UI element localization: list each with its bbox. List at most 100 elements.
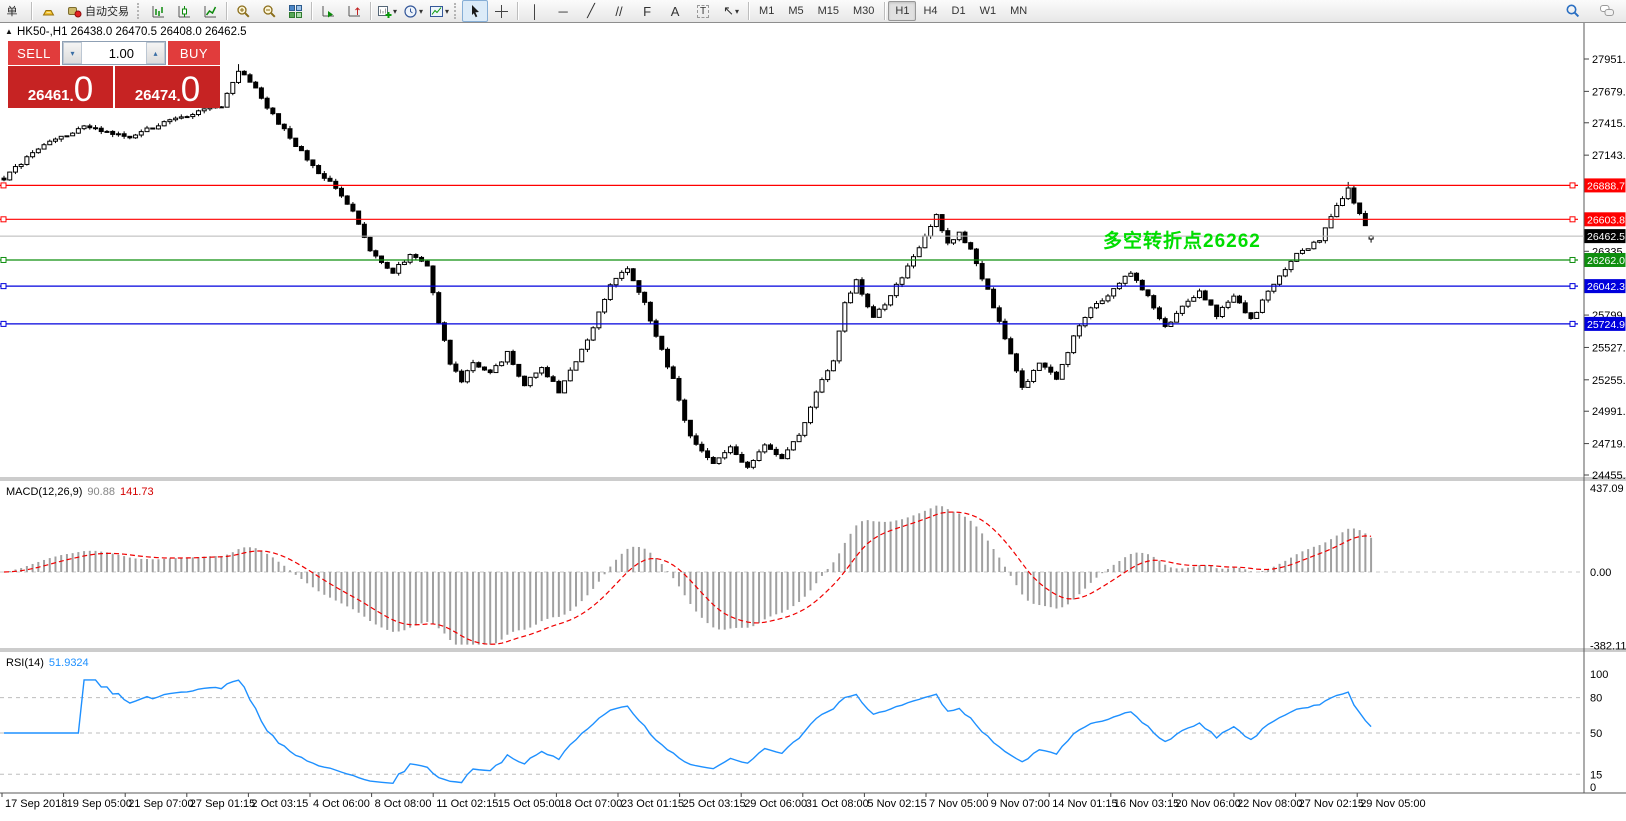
line-handle bbox=[0, 256, 7, 263]
sell-price[interactable]: 26461. 0 bbox=[8, 66, 115, 108]
price-axis-tick-label: 27951.0 bbox=[1592, 54, 1626, 66]
rsi-line bbox=[4, 679, 1372, 785]
autotrading-label: 自动交易 bbox=[85, 6, 129, 18]
macd-signal-value: 141.73 bbox=[119, 486, 154, 498]
auto-scroll-icon[interactable] bbox=[315, 0, 341, 22]
timeframe-m15[interactable]: M15 bbox=[817, 5, 840, 17]
timeframe-h1[interactable]: H1 bbox=[888, 1, 917, 21]
candlesticks bbox=[1, 64, 1374, 470]
price-axis: 27951.027679.027415.027143.026335.025799… bbox=[1584, 54, 1626, 794]
time-axis-label: 27 Sep 01:15 bbox=[190, 798, 255, 810]
time-axis-label: 17 Sep 2018 bbox=[5, 798, 67, 810]
zoom-in-icon[interactable] bbox=[230, 0, 256, 22]
trendline-icon[interactable]: ╱ bbox=[587, 3, 595, 18]
price-level-badges[interactable]: 26888.7 26603.8 26462.5 26262.0 26042.3 25724… bbox=[1584, 178, 1626, 331]
buy-price-big-digit: 0 bbox=[180, 70, 201, 109]
toolbar-separator bbox=[311, 2, 312, 20]
line-chart-icon[interactable] bbox=[197, 0, 223, 22]
volume-spinner: ▾ ▴ bbox=[62, 41, 166, 65]
time-axis-label: 18 Oct 07:00 bbox=[559, 798, 622, 810]
sell-button[interactable]: SELL bbox=[8, 41, 60, 65]
time-axis-label: 22 Nov 08:00 bbox=[1237, 798, 1302, 810]
line-handle bbox=[1569, 216, 1576, 223]
line-handle bbox=[1569, 182, 1576, 189]
buy-price[interactable]: 26474. 0 bbox=[115, 66, 220, 108]
line-handle bbox=[0, 216, 7, 223]
price-level-badge bbox=[1584, 316, 1626, 331]
line-handle bbox=[1569, 283, 1576, 290]
new-chart-icon[interactable]: ▾ bbox=[374, 0, 400, 22]
bar-chart-icon[interactable] bbox=[145, 0, 171, 22]
tile-windows-icon[interactable] bbox=[282, 0, 308, 22]
zoom-out-icon[interactable] bbox=[256, 0, 282, 22]
toolbar-separator bbox=[517, 2, 519, 20]
volume-increase-button[interactable]: ▴ bbox=[146, 42, 165, 64]
volume-decrease-button[interactable]: ▾ bbox=[63, 42, 82, 64]
pivot-annotation-text[interactable]: 多空转折点26262 bbox=[1103, 231, 1261, 252]
dropdown-caret: ▾ bbox=[393, 6, 398, 16]
horizontal-level-lines[interactable] bbox=[0, 182, 1584, 327]
arrows-tool-icon[interactable]: ↖ ▾ bbox=[717, 0, 745, 22]
timeframe-mn[interactable]: MN bbox=[1010, 5, 1028, 17]
price-level-badge-text: 26462.5 bbox=[1587, 231, 1625, 243]
timeframe-m30[interactable]: M30 bbox=[853, 5, 875, 17]
new-order-button[interactable]: 单 bbox=[0, 0, 28, 22]
templates-icon[interactable]: ▾ bbox=[426, 0, 452, 22]
line-handle bbox=[1569, 256, 1576, 263]
fibonacci-icon[interactable]: F bbox=[643, 3, 652, 19]
sell-price-big-digit: 0 bbox=[73, 70, 94, 109]
autotrading-icon bbox=[68, 6, 82, 17]
buy-button[interactable]: BUY bbox=[168, 41, 220, 65]
macd-name: MACD(12,26,9) bbox=[6, 486, 83, 498]
trade-panel-collapse-icon[interactable]: ▲ bbox=[5, 27, 13, 36]
toolbar-separator bbox=[370, 2, 371, 20]
text-icon[interactable]: A bbox=[670, 3, 680, 19]
toolbar-grip bbox=[454, 3, 460, 19]
price-axis-tick-label: 24455.0 bbox=[1592, 470, 1626, 482]
time-axis-label: 9 Nov 07:00 bbox=[991, 798, 1050, 810]
line-handle bbox=[1569, 320, 1576, 327]
crosshair-icon[interactable] bbox=[488, 0, 514, 22]
search-icon[interactable] bbox=[1560, 0, 1586, 22]
dropdown-caret: ▾ bbox=[419, 6, 424, 16]
rsi-name: RSI(14) bbox=[6, 657, 44, 669]
price-level-badge bbox=[1584, 229, 1626, 244]
market-depth-icon[interactable] bbox=[35, 0, 61, 22]
time-axis-label: 27 Nov 02:15 bbox=[1299, 798, 1364, 810]
chat-icon[interactable] bbox=[1594, 0, 1620, 22]
time-axis-label: 14 Nov 01:15 bbox=[1052, 798, 1117, 810]
candlestick-chart-icon[interactable] bbox=[171, 0, 197, 22]
toolbar-separator bbox=[226, 2, 227, 20]
time-axis-label: 8 Oct 08:00 bbox=[375, 798, 432, 810]
timeframe-h4[interactable]: H4 bbox=[923, 5, 938, 17]
autotrading-button[interactable]: 自动交易 bbox=[61, 0, 135, 22]
rsi-label: RSI(14) 51.9324 bbox=[6, 657, 89, 669]
text-label-icon[interactable]: T bbox=[689, 0, 717, 22]
time-axis-label: 21 Sep 07:00 bbox=[128, 798, 193, 810]
volume-input[interactable] bbox=[82, 42, 146, 64]
cursor-icon[interactable] bbox=[462, 0, 489, 22]
time-axis-label: 5 Nov 02:15 bbox=[867, 798, 926, 810]
macd-axis-label: 437.09 bbox=[1590, 483, 1624, 495]
macd-main-value: 90.88 bbox=[87, 486, 115, 498]
time-axis-label: 2 Oct 03:15 bbox=[251, 798, 308, 810]
rsi-axis-label: 80 bbox=[1590, 693, 1602, 705]
macd-signal-line bbox=[3, 511, 1372, 645]
vertical-line-icon[interactable]: │ bbox=[530, 3, 540, 19]
price-level-badge bbox=[1584, 212, 1626, 227]
timeframe-m1[interactable]: M1 bbox=[759, 5, 775, 17]
toolbar-grip bbox=[137, 3, 143, 19]
timeframe-d1[interactable]: D1 bbox=[951, 5, 966, 17]
macd-indicator bbox=[0, 505, 1584, 645]
timeframe-m5[interactable]: M5 bbox=[788, 5, 804, 17]
toolbar-right-group bbox=[1560, 0, 1620, 22]
timeframes-menu-icon[interactable]: ▾ bbox=[400, 0, 426, 22]
price-level-badge-text: 26042.3 bbox=[1587, 281, 1625, 293]
chart-shift-icon[interactable] bbox=[341, 0, 367, 22]
horizontal-line-icon[interactable]: ─ bbox=[558, 3, 568, 19]
time-axis-label: 19 Sep 05:00 bbox=[67, 798, 132, 810]
timeframe-w1[interactable]: W1 bbox=[979, 5, 997, 17]
equidistant-channel-icon[interactable]: // bbox=[615, 3, 623, 19]
